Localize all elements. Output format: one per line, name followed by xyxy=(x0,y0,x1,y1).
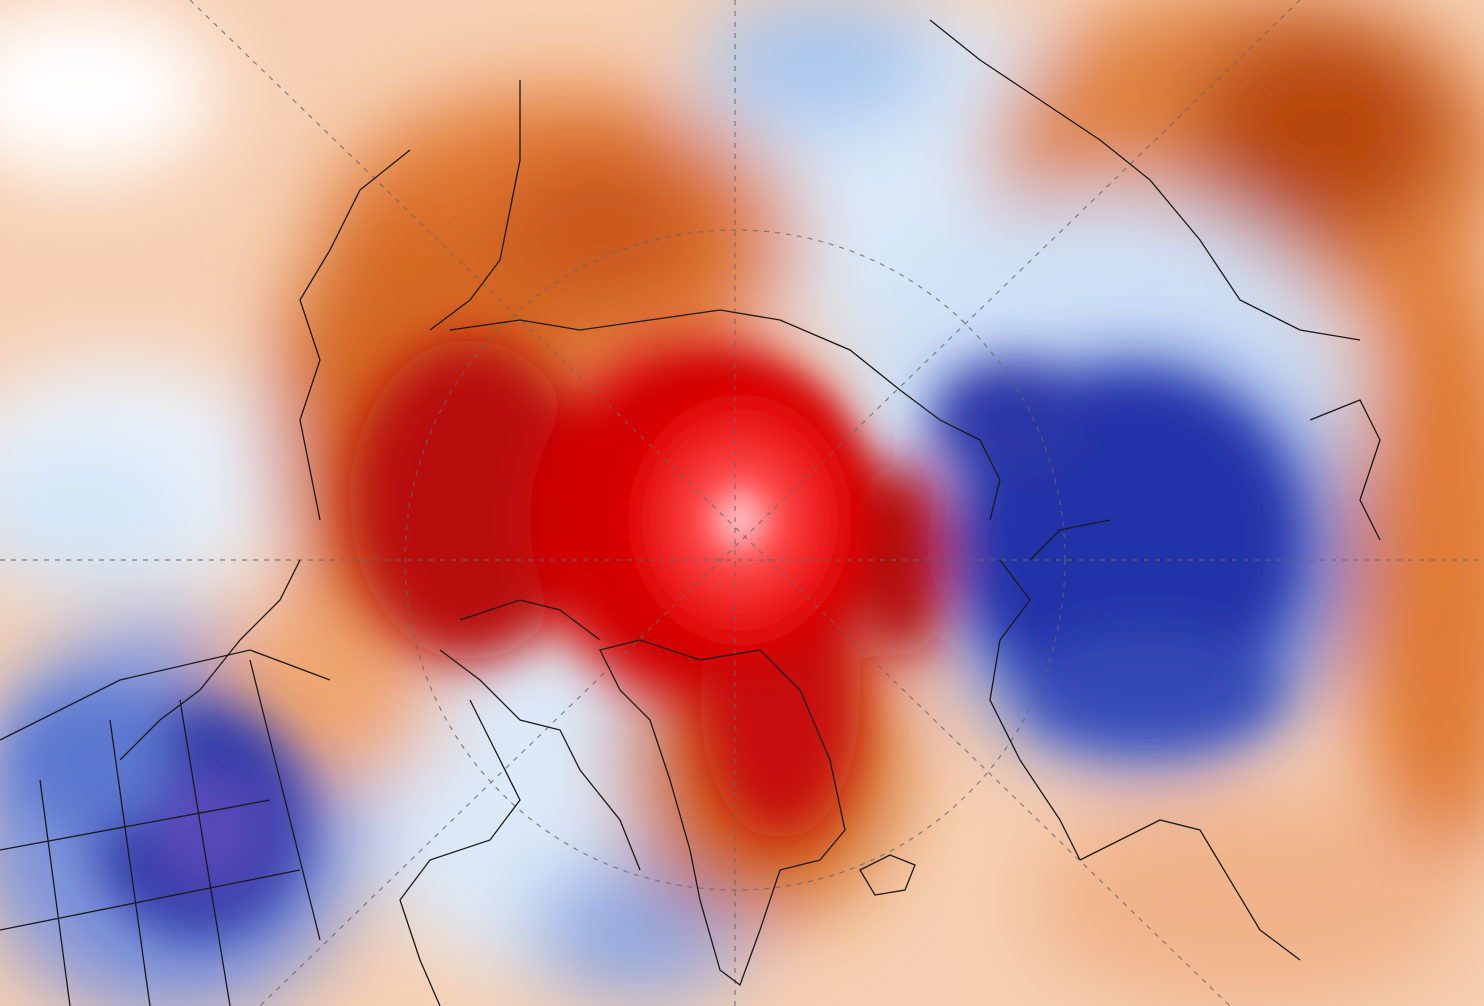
greenland xyxy=(599,639,846,987)
siberia xyxy=(429,80,1001,521)
latitude-circle xyxy=(404,229,1066,891)
us-states xyxy=(0,649,331,1006)
warm-core xyxy=(590,350,890,690)
north-america-west xyxy=(119,149,411,761)
scandinavia xyxy=(989,519,1111,861)
europe xyxy=(1079,399,1381,961)
canada-arctic xyxy=(399,599,641,1006)
coastlines xyxy=(0,19,1381,1006)
iceland xyxy=(859,854,916,896)
asia-east xyxy=(929,19,1361,341)
